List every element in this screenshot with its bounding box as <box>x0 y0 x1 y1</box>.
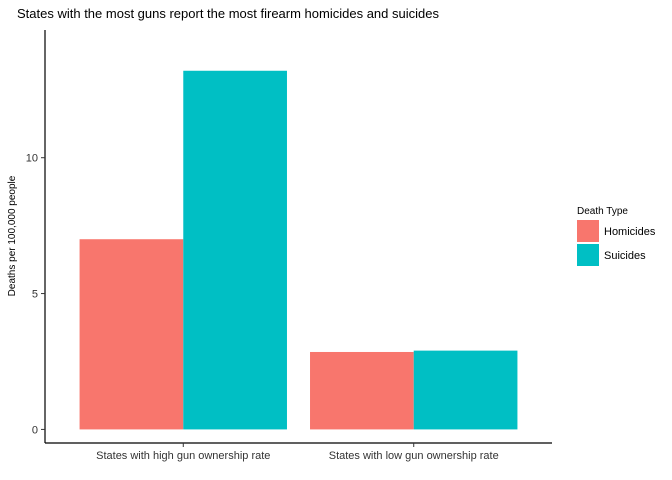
legend: Death Type Homicides Suicides <box>577 206 656 266</box>
y-tick-label: 10 <box>26 153 38 165</box>
chart-title: States with the most guns report the mos… <box>17 6 439 21</box>
x-tick-label: States with high gun ownership rate <box>96 450 270 462</box>
y-axis-title: Deaths per 100,000 people <box>7 175 18 296</box>
legend-label-suicides: Suicides <box>604 250 646 262</box>
bar-homicides-2 <box>310 351 414 430</box>
bar-suicides-2 <box>413 350 518 430</box>
legend-key-homicides <box>577 220 599 242</box>
bar-suicides-1 <box>183 70 287 430</box>
legend-title: Death Type <box>577 206 628 217</box>
legend-key-suicides <box>577 244 599 266</box>
y-tick-label: 0 <box>32 424 38 436</box>
legend-label-homicides: Homicides <box>604 226 656 238</box>
x-tick-label: States with low gun ownership rate <box>329 450 499 462</box>
bar-homicides-1 <box>79 239 184 430</box>
y-tick-label: 5 <box>32 289 38 301</box>
plot-area <box>79 70 518 430</box>
